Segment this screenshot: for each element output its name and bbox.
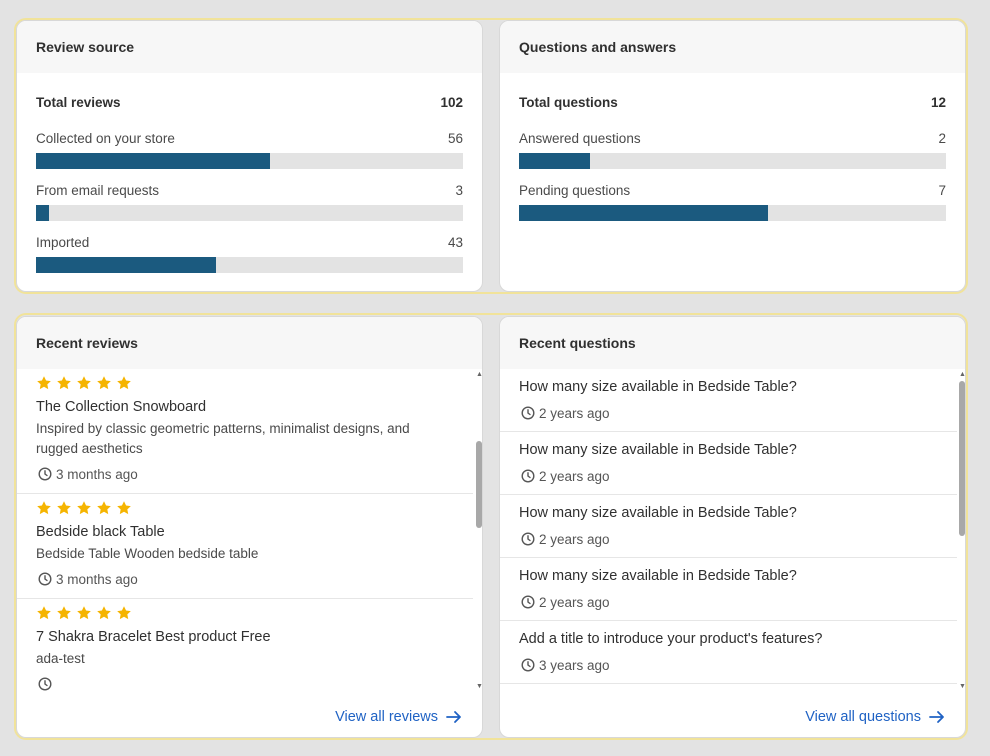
bar — [519, 153, 591, 169]
time: 2 years ago — [519, 466, 957, 486]
row-label: Pending questions — [519, 183, 631, 198]
bar-track — [519, 153, 946, 169]
time: 3 years ago — [519, 655, 957, 675]
review-title: The Collection Snowboard — [36, 399, 207, 415]
list: The Collection Snowboard Inspired by clas… — [17, 369, 473, 694]
question-item: How many size available in Bedside Table… — [500, 432, 957, 495]
card-title: Recent questions — [500, 317, 965, 369]
card-title: Questions and answers — [500, 21, 965, 73]
list-card: Recent reviews The Collection Snowboard In… — [16, 316, 483, 738]
total-value: 12 — [930, 95, 946, 110]
total-label: Total questions — [519, 95, 618, 110]
bar-track — [36, 257, 463, 273]
stat-card: Questions and answers Total questions 12 An… — [499, 20, 966, 292]
list-card: Recent questions How many size available … — [499, 316, 966, 738]
scroll-up: ▲ — [959, 371, 966, 378]
row-label: From email requests — [36, 183, 160, 198]
time-text: 2 years ago — [539, 405, 610, 421]
row-value: 56 — [447, 131, 463, 146]
question-text: How many size available in Bedside Table… — [519, 442, 797, 458]
time: 2 years ago — [519, 592, 957, 612]
list: How many size available in Bedside Table… — [500, 369, 957, 694]
time: 2 years ago — [519, 529, 957, 549]
row-label: Collected on your store — [36, 131, 175, 146]
question-text: How many size available in Bedside Table… — [519, 379, 797, 395]
review-item: The Collection Snowboard Inspired by clas… — [17, 369, 473, 494]
bar — [36, 153, 271, 169]
card-title: Review source — [17, 21, 482, 73]
bar — [36, 205, 49, 221]
link-text[interactable]: View all reviews — [335, 709, 438, 725]
rating-stars — [36, 605, 473, 621]
view-all-link[interactable]: View all reviews — [335, 709, 462, 725]
total-label: Total reviews — [36, 95, 121, 110]
bottom-frame — [14, 313, 968, 740]
scrollbar-thumb — [476, 441, 482, 528]
scroll-up: ▲ — [476, 371, 483, 378]
time-text: 3 years ago — [539, 657, 610, 673]
total-value: 102 — [440, 95, 463, 110]
review-description: ada-test — [36, 651, 85, 666]
question-item: How many size available in Bedside Table… — [500, 558, 957, 621]
scroll-down: ▼ — [959, 683, 966, 690]
row-value: 3 — [455, 183, 463, 198]
row-label: Imported — [36, 235, 90, 250]
row-value: 2 — [938, 131, 946, 146]
link-text[interactable]: View all questions — [805, 709, 921, 725]
rating-stars — [36, 375, 473, 391]
review-description: Inspired by classic geometric patterns, … — [36, 421, 410, 456]
review-item: 7 Shakra Bracelet Best product Free ada-t… — [17, 599, 473, 694]
scroll-down: ▼ — [476, 683, 483, 690]
review-item: Bedside black Table Bedside Table Wooden … — [17, 494, 473, 599]
question-text: Add a title to introduce your product's … — [519, 631, 823, 647]
card-title: Recent reviews — [17, 317, 482, 369]
time-text: 3 months ago — [56, 571, 138, 587]
review-title: Bedside black Table — [36, 524, 165, 540]
time — [36, 672, 473, 694]
time: 3 months ago — [36, 462, 473, 486]
time: 2 years ago — [519, 403, 957, 423]
time-text: 2 years ago — [539, 468, 610, 484]
question-item: How many size available in Bedside Table… — [500, 495, 957, 558]
bar — [519, 205, 769, 221]
stat-card: Review source Total reviews 102 Collected o… — [16, 20, 483, 292]
row-label: Answered questions — [519, 131, 641, 146]
bar-track — [36, 153, 463, 169]
question-item: Add a title to introduce your product's … — [500, 621, 957, 684]
time: 3 months ago — [36, 567, 473, 591]
time-text: 3 months ago — [56, 466, 138, 482]
bar — [36, 257, 216, 273]
review-title: 7 Shakra Bracelet Best product Free — [36, 629, 271, 645]
bar-track — [519, 205, 946, 221]
view-all-link[interactable]: View all questions — [805, 709, 945, 725]
top-frame — [14, 18, 968, 294]
question-item: How many size available in Bedside Table… — [500, 369, 957, 432]
time-text: 2 years ago — [539, 594, 610, 610]
review-description: Bedside Table Wooden bedside table — [36, 546, 259, 561]
time-text: 2 years ago — [539, 531, 610, 547]
question-text: How many size available in Bedside Table… — [519, 505, 797, 521]
rating-stars — [36, 500, 473, 516]
bar-track — [36, 205, 463, 221]
question-text: How many size available in Bedside Table… — [519, 568, 797, 584]
scrollbar-thumb — [959, 381, 965, 536]
row-value: 43 — [447, 235, 463, 250]
row-value: 7 — [938, 183, 946, 198]
